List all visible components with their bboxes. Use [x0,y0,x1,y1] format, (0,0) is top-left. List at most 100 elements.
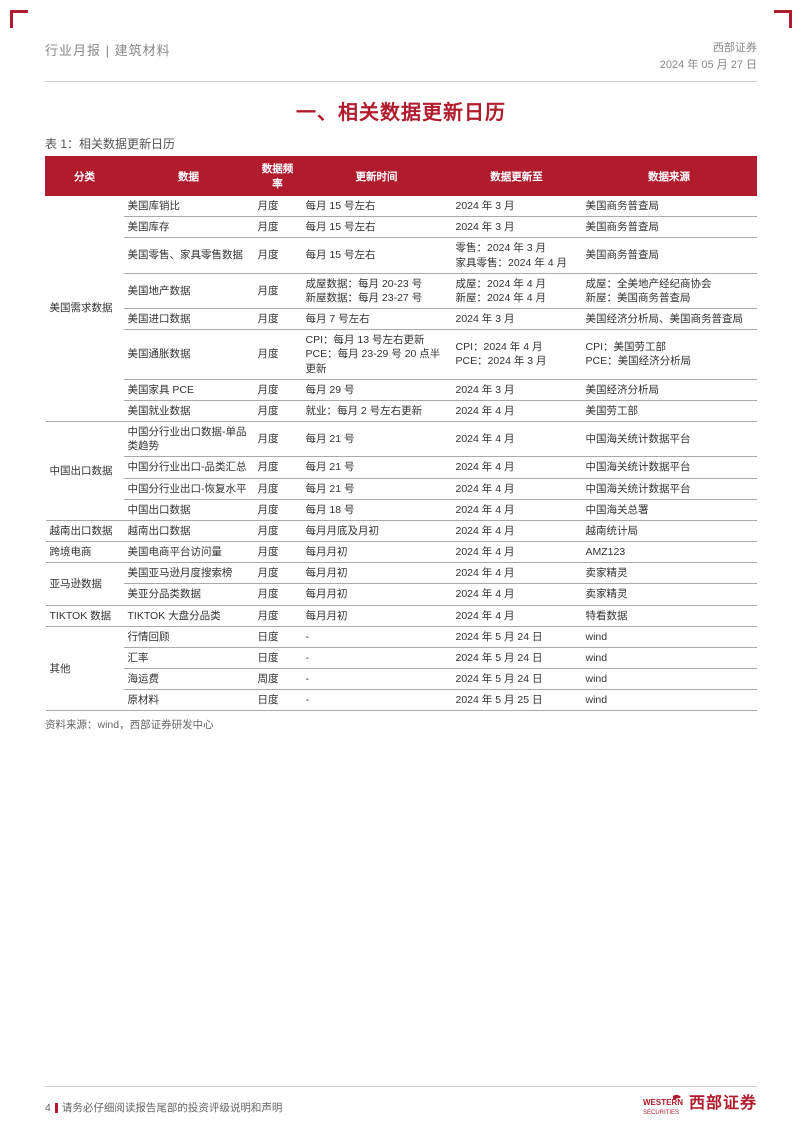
svg-text:WESTERN: WESTERN [643,1098,683,1107]
cell-data: 美国就业数据 [124,400,254,421]
col-category: 分类 [46,157,124,196]
cell-src: 美国经济分析局、美国商务普查局 [582,309,757,330]
cell-data: 美国地产数据 [124,273,254,308]
cell-freq: 月度 [254,605,302,626]
cell-src: 美国经济分析局 [582,379,757,400]
cell-freq: 月度 [254,379,302,400]
footer-accent-bar [55,1103,58,1113]
cell-upto: 2024 年 4 月 [452,520,582,541]
cell-upto: 2024 年 3 月 [452,217,582,238]
cell-upto: 成屋：2024 年 4 月新屋：2024 年 4 月 [452,273,582,308]
category-cell: 美国需求数据 [46,196,124,422]
cell-src: 越南统计局 [582,520,757,541]
cell-data: 美国亚马逊月度搜索榜 [124,563,254,584]
table-row: 美亚分品类数据月度每月月初2024 年 4 月卖家精灵 [46,584,757,605]
cell-data: 中国分行业出口-恢复水平 [124,478,254,499]
cell-time: - [302,647,452,668]
table-row: 海运费周度-2024 年 5 月 24 日wind [46,669,757,690]
cell-time: 每月月初 [302,605,452,626]
cell-time: 每月月底及月初 [302,520,452,541]
cell-src: 中国海关统计数据平台 [582,478,757,499]
cell-time: 每月 21 号 [302,422,452,457]
header-left: 行业月报 | 建筑材料 [45,40,171,59]
calendar-table-wrap: 分类 数据 数据频率 更新时间 数据更新至 数据来源 美国需求数据美国库销比月度… [45,156,757,711]
cell-src: 卖家精灵 [582,584,757,605]
table-row: 美国库存月度每月 15 号左右2024 年 3 月美国商务普查局 [46,217,757,238]
cell-time: 每月 18 号 [302,499,452,520]
corner-decoration-tl [10,10,28,28]
table-row: 美国需求数据美国库销比月度每月 15 号左右2024 年 3 月美国商务普查局 [46,196,757,217]
cell-data: 美国电商平台访问量 [124,542,254,563]
cell-src: 特看数据 [582,605,757,626]
cell-time: 每月月初 [302,563,452,584]
footer-divider [45,1086,757,1087]
cell-freq: 月度 [254,520,302,541]
cell-upto: 2024 年 4 月 [452,457,582,478]
cell-time: - [302,626,452,647]
svg-text:SECURITIES: SECURITIES [643,1110,679,1115]
logo-text: 西部证券 [689,1096,757,1112]
cell-data: 美亚分品类数据 [124,584,254,605]
table-row: 美国通胀数据月度CPI：每月 13 号左右更新PCE：每月 23-29 号 20… [46,330,757,380]
cell-upto: 2024 年 4 月 [452,584,582,605]
table-row: 美国地产数据月度成屋数据：每月 20-23 号新屋数据：每月 23-27 号成屋… [46,273,757,308]
col-freq: 数据频率 [254,157,302,196]
table-row: 中国分行业出口-品类汇总月度每月 21 号2024 年 4 月中国海关统计数据平… [46,457,757,478]
header-divider [45,81,757,82]
corner-decoration-tr [774,10,792,28]
cell-src: wind [582,626,757,647]
logo-mark-icon: WESTERN SECURITIES [643,1093,683,1115]
cell-freq: 月度 [254,563,302,584]
cell-upto: 2024 年 4 月 [452,422,582,457]
cell-data: 原材料 [124,690,254,711]
cell-upto: 零售：2024 年 3 月家具零售：2024 年 4 月 [452,238,582,273]
cell-time: - [302,690,452,711]
page-number: 4 [45,1102,51,1114]
category-cell: 亚马逊数据 [46,563,124,605]
cell-data: 中国分行业出口数据-单品类趋势 [124,422,254,457]
cell-upto: 2024 年 5 月 25 日 [452,690,582,711]
table-row: 中国出口数据月度每月 18 号2024 年 4 月中国海关总署 [46,499,757,520]
cell-freq: 月度 [254,273,302,308]
cell-src: 中国海关总署 [582,499,757,520]
cell-data: 美国库销比 [124,196,254,217]
cell-upto: 2024 年 4 月 [452,563,582,584]
source-note: 资料来源：wind，西部证券研发中心 [45,717,757,732]
table-row: 原材料日度-2024 年 5 月 25 日wind [46,690,757,711]
cell-upto: 2024 年 4 月 [452,499,582,520]
table-row: 美国就业数据月度就业：每月 2 号左右更新2024 年 4 月美国劳工部 [46,400,757,421]
cell-src: 中国海关统计数据平台 [582,422,757,457]
col-source: 数据来源 [582,157,757,196]
cell-upto: 2024 年 4 月 [452,542,582,563]
cell-freq: 周度 [254,669,302,690]
cell-upto: CPI：2024 年 4 月PCE：2024 年 3 月 [452,330,582,380]
cell-time: 每月 7 号左右 [302,309,452,330]
table-row: 美国家具 PCE月度每月 29 号2024 年 3 月美国经济分析局 [46,379,757,400]
cell-data: 美国家具 PCE [124,379,254,400]
cell-time: 每月 29 号 [302,379,452,400]
table-row: 跨境电商美国电商平台访问量月度每月月初2024 年 4 月AMZ123 [46,542,757,563]
cell-freq: 日度 [254,626,302,647]
cell-upto: 2024 年 3 月 [452,379,582,400]
cell-data: 美国通胀数据 [124,330,254,380]
cell-data: TIKTOK 大盘分品类 [124,605,254,626]
table-row: 美国零售、家具零售数据月度每月 15 号左右零售：2024 年 3 月家具零售：… [46,238,757,273]
cell-src: 美国商务普查局 [582,217,757,238]
cell-src: 中国海关统计数据平台 [582,457,757,478]
cell-src: 美国劳工部 [582,400,757,421]
table-header-row: 分类 数据 数据频率 更新时间 数据更新至 数据来源 [46,157,757,196]
cell-freq: 日度 [254,690,302,711]
table-row: 中国分行业出口-恢复水平月度每月 21 号2024 年 4 月中国海关统计数据平… [46,478,757,499]
header-date: 2024 年 05 月 27 日 [660,57,757,74]
header-right: 西部证券 2024 年 05 月 27 日 [660,40,757,73]
cell-src: wind [582,669,757,690]
cell-data: 越南出口数据 [124,520,254,541]
footer-disclaimer: 请务必仔细阅读报告尾部的投资评级说明和声明 [62,1100,283,1115]
cell-freq: 日度 [254,647,302,668]
cell-data: 美国库存 [124,217,254,238]
cell-src: 成屋：全美地产经纪商协会新屋：美国商务普查局 [582,273,757,308]
page-footer: 4 请务必仔细阅读报告尾部的投资评级说明和声明 WESTERN SECURITI… [0,1093,802,1115]
cell-upto: 2024 年 5 月 24 日 [452,647,582,668]
section-title: 一、相关数据更新日历 [0,96,802,125]
cell-freq: 月度 [254,217,302,238]
